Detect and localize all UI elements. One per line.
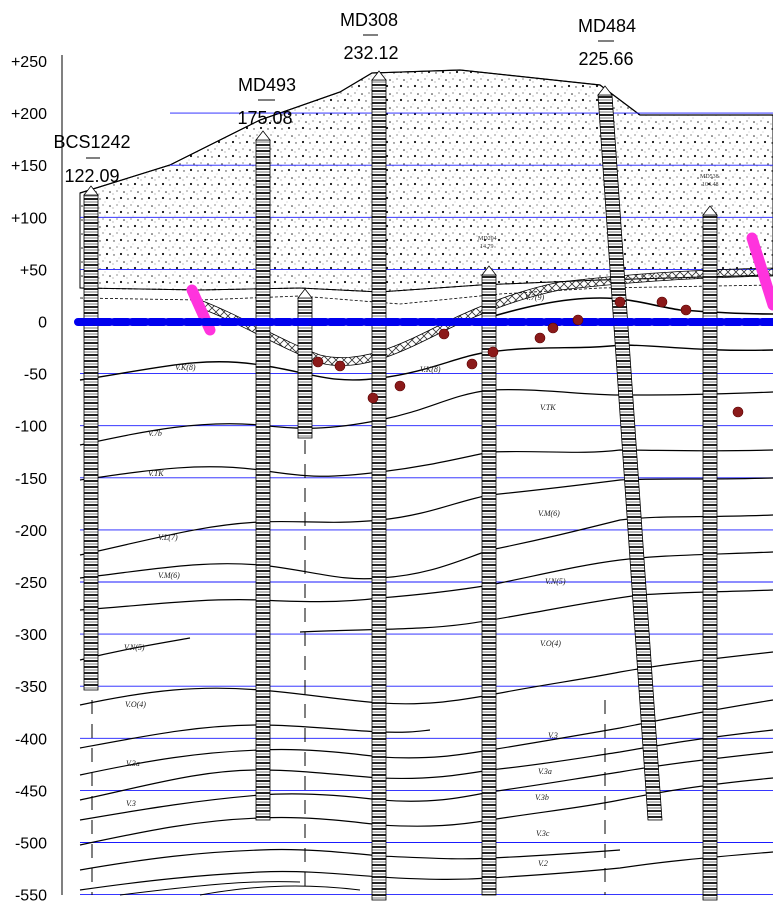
borehole-elevation: 175.08 — [237, 108, 292, 128]
elevation-label: +150 — [11, 158, 47, 175]
seam-label: V.3b — [535, 793, 549, 802]
seam-label: V.7b — [148, 429, 162, 438]
elevation-label: -300 — [15, 627, 47, 644]
borehole-name: MD308 — [340, 10, 398, 30]
seam-label: V.TK — [148, 469, 164, 478]
minor-borehole-name: MD538 — [700, 174, 719, 180]
elevation-label: +100 — [11, 210, 47, 227]
borehole-md484[interactable] — [597, 85, 663, 821]
weathered-seam-lower — [479, 297, 773, 321]
seam-label: V.O(4) — [125, 700, 146, 709]
weathered-seam-band — [199, 267, 773, 367]
elevation-label: -350 — [15, 679, 47, 696]
borehole-md538[interactable] — [702, 205, 718, 901]
elevation-label: -50 — [24, 367, 47, 384]
overburden-layer — [79, 69, 773, 293]
elevation-label: -500 — [15, 836, 47, 853]
elevation-label: -400 — [15, 731, 47, 748]
borehole-header-md493: MD493 175.08 — [237, 75, 296, 128]
minor-borehole-name: MD204 — [478, 236, 497, 242]
seam-label: V.L(7) — [158, 533, 178, 542]
elevation-label: -550 — [15, 888, 47, 901]
seam-label: V.7(9) — [525, 293, 545, 302]
borehole-elevation: 225.66 — [578, 49, 633, 69]
seam-labels: V.K(8) V.7b V.TK V.L(7) V.M(6) V.N(5) V.… — [124, 293, 566, 868]
elevation-label: +250 — [11, 54, 47, 71]
seam-label: V.3a — [538, 767, 552, 776]
elevation-label: +200 — [11, 106, 47, 123]
seam-label: V.M(6) — [158, 571, 180, 580]
elevation-label: -100 — [15, 419, 47, 436]
minor-borehole-elevation: 104.48 — [702, 182, 719, 188]
borehole-elevation: 232.12 — [343, 43, 398, 63]
seam-label: V.3 — [548, 731, 558, 740]
seam-label: V.3a — [126, 759, 140, 768]
borehole-name: BCS1242 — [53, 132, 130, 152]
borehole-header-md308: MD308 232.12 — [340, 10, 399, 63]
elevation-label: +50 — [20, 262, 47, 279]
seam-label: V.TK — [540, 403, 556, 412]
elevation-label: -250 — [15, 575, 47, 592]
interpolation-dashes — [91, 440, 606, 895]
fault-zone-right — [746, 232, 773, 311]
borehole-name: MD493 — [238, 75, 296, 95]
seam-label: V.M(6) — [538, 509, 560, 518]
elevation-axis: +250 +200 +150 +100 +50 0 -50 -100 -150 -200 -250 -… — [11, 54, 63, 901]
minor-borehole-elevation: 14.79 — [480, 244, 494, 250]
elevation-label: -200 — [15, 523, 47, 540]
borehole-elevation: 122.09 — [64, 166, 119, 186]
borehole-md493[interactable] — [255, 130, 271, 821]
borehole-md308[interactable] — [371, 70, 387, 901]
elevation-label: -450 — [15, 783, 47, 800]
borehole-bcs1242[interactable] — [83, 185, 99, 691]
elevation-grid — [80, 112, 773, 896]
sample-points — [312, 296, 744, 418]
seam-label: V.N(5) — [124, 643, 145, 652]
seam-label: V.3 — [126, 799, 136, 808]
seam-label: V.2 — [538, 859, 548, 868]
borehole-md204[interactable] — [481, 265, 497, 896]
seam-label: V.N(5) — [545, 577, 566, 586]
elevation-label: 0 — [38, 315, 47, 332]
coal-seams — [79, 344, 773, 896]
seam-label: V.K(8) — [420, 365, 441, 374]
borehole-short[interactable] — [297, 288, 313, 439]
topography-line — [79, 69, 773, 194]
borehole-name: MD484 — [578, 16, 636, 36]
seam-label: V.K(8) — [175, 363, 196, 372]
seam-label: V.O(4) — [540, 639, 561, 648]
borehole-header-bcs1242: BCS1242 122.09 — [53, 132, 130, 186]
seam-label: V.3c — [536, 829, 550, 838]
borehole-header-md484: MD484 225.66 — [578, 16, 636, 69]
elevation-label: -150 — [15, 471, 47, 488]
